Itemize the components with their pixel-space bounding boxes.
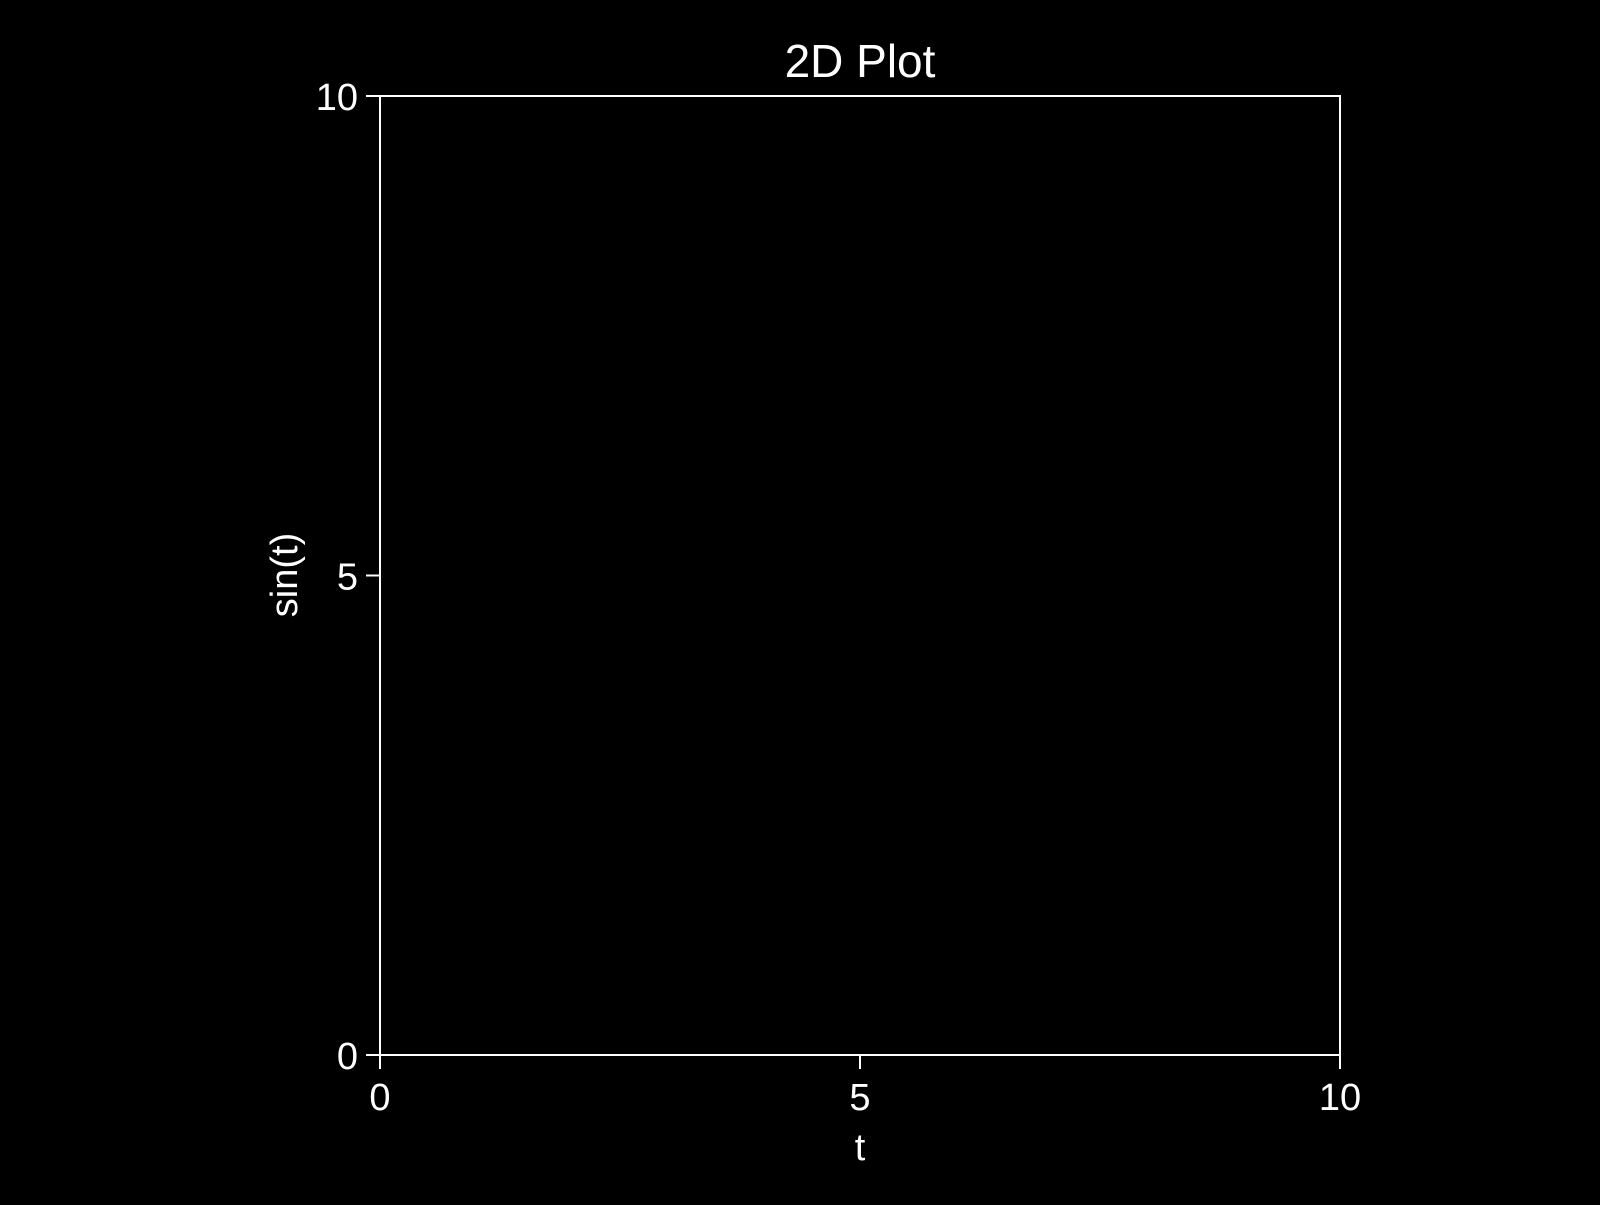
y-axis-label: sin(t) [264,533,306,617]
y-tick-label: 0 [337,1036,358,1078]
chart-title: 2D Plot [785,35,936,87]
y-tick-label: 10 [316,77,358,119]
x-axis-label: t [855,1127,866,1169]
y-tick-label: 5 [337,557,358,599]
x-tick-label: 5 [849,1077,870,1119]
x-axis-ticks: 0 5 10 [369,1055,1361,1119]
x-tick-label: 10 [1319,1077,1361,1119]
y-axis-ticks: 0 5 10 [316,77,380,1078]
x-tick-label: 0 [369,1077,390,1119]
